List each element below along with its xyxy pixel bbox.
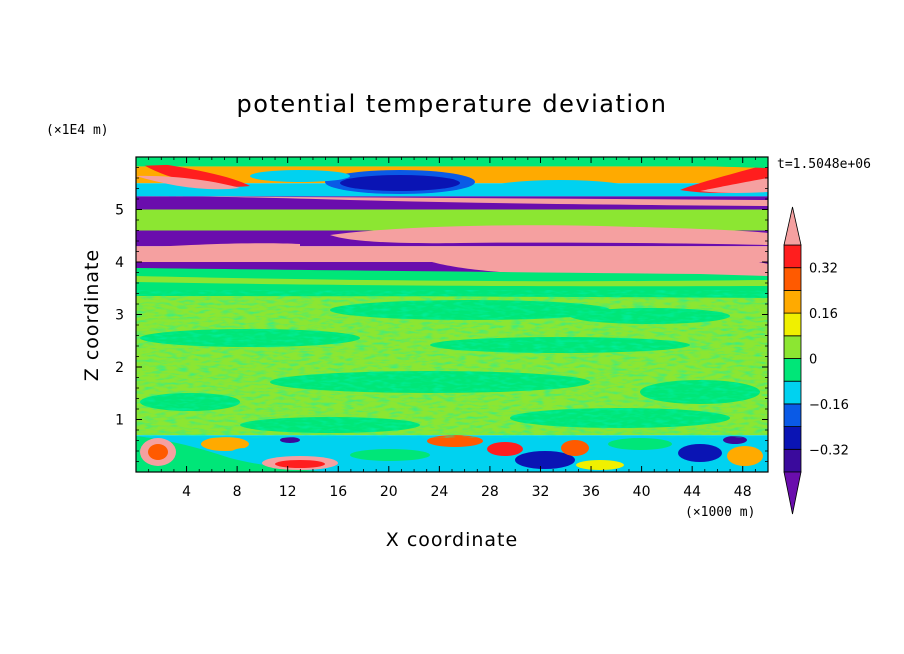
x-tick-label: 44 (683, 484, 701, 500)
contour-patch-1 (136, 175, 240, 190)
y-tick-label: 1 (115, 413, 124, 429)
x-tick-label: 36 (582, 484, 600, 500)
contour-patch-33 (515, 451, 575, 469)
x-tick-label: 4 (182, 484, 191, 500)
contour-patch-10 (330, 225, 768, 245)
contour-patch-28 (148, 444, 168, 460)
contour-patch-26 (275, 460, 325, 468)
contour-patch-36 (678, 444, 722, 462)
contour-patch-38 (576, 460, 624, 470)
colorbar-label: 0 (809, 353, 817, 368)
x-tick-label: 32 (532, 484, 550, 500)
colorbar-segment-1 (783, 426, 802, 450)
x-tick-label: 28 (481, 484, 499, 500)
y-tick-label: 2 (115, 360, 124, 376)
contour-patch-0 (136, 160, 250, 187)
contour-patch-24 (136, 436, 330, 472)
y-tick-label: 4 (115, 255, 124, 271)
colorbar: −0.32 −0.16 0 0.16 0.32 (783, 206, 849, 515)
contour-patch-41 (280, 437, 300, 443)
y-axis: 1 2 3 4 5 (115, 167, 768, 462)
x-tick-label: 8 (233, 484, 242, 500)
contour-patch-9 (136, 196, 768, 206)
plot-area (136, 157, 768, 472)
colorbar-extend-max (783, 206, 802, 246)
contour-patch-34 (561, 440, 589, 456)
y-tick-label: 3 (115, 308, 124, 324)
contour-patch-29 (201, 437, 249, 451)
colorbar-segment-3 (783, 380, 802, 405)
contour-patch-4 (136, 157, 768, 168)
colorbar-segment-8 (783, 267, 802, 291)
y-tick-label: 5 (115, 203, 124, 219)
x-tick-label: 12 (279, 484, 297, 500)
contour-patch-6 (340, 175, 460, 191)
x-tick-label: 20 (380, 484, 398, 500)
contour-noise (136, 290, 768, 438)
contour-patch-30 (231, 448, 259, 458)
contour-patch-3 (700, 178, 768, 193)
colorbar-segment-4 (783, 358, 802, 382)
x-unit-label: (×1000 m) (685, 505, 755, 520)
x-tick-label: 24 (430, 484, 448, 500)
colorbar-segment-5 (783, 335, 802, 359)
x-axis: 4 8 12 16 20 24 28 32 36 40 44 48 (148, 157, 756, 500)
colorbar-segment-7 (783, 289, 802, 314)
contour-patch-35 (608, 438, 672, 450)
contour-patch-12 (420, 254, 768, 277)
chart-title: potential temperature deviation (237, 90, 668, 118)
contour-patch-11 (136, 243, 300, 261)
contour-patch-13 (136, 268, 768, 282)
colorbar-label: 0.16 (809, 307, 838, 322)
x-tick-label: 16 (329, 484, 347, 500)
contour-patch-7 (490, 180, 630, 196)
x-axis-label: X coordinate (386, 529, 518, 551)
colorbar-segment-0 (783, 448, 802, 473)
colorbar-extend-min (783, 471, 802, 515)
contour-band-0 (136, 157, 768, 167)
contour-patch-32 (487, 442, 523, 456)
y-axis-label: Z coordinate (81, 249, 103, 381)
contour-patch-39 (350, 449, 430, 461)
y-unit-label: (×1E4 m) (46, 123, 109, 138)
colorbar-label: 0.32 (809, 262, 838, 277)
time-label: t=1.5048e+06 (777, 157, 871, 172)
contour-patch-8 (250, 170, 350, 182)
x-tick-label: 40 (633, 484, 651, 500)
contour-band-4 (136, 209, 768, 231)
colorbar-label: −0.16 (809, 398, 849, 413)
colorbar-segment-6 (783, 312, 802, 337)
x-tick-label: 48 (734, 484, 752, 500)
contour-patch-37 (727, 446, 763, 466)
colorbar-segment-9 (783, 244, 802, 269)
colorbar-label: −0.32 (809, 443, 849, 458)
colorbar-segment-2 (783, 403, 802, 427)
